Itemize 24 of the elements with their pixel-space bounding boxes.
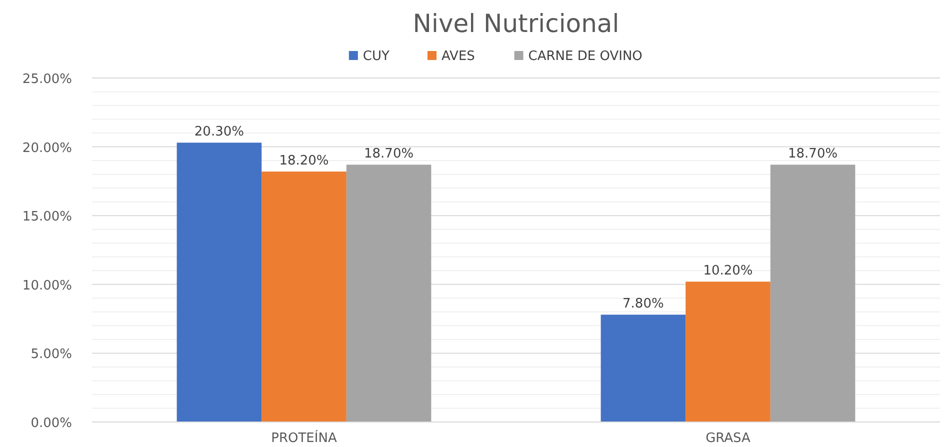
y-tick-label: 0.00% (30, 416, 72, 431)
bar (262, 172, 346, 422)
data-label: 7.80% (622, 296, 664, 312)
bar (176, 142, 262, 422)
y-tick-label: 20.00% (22, 140, 72, 156)
x-tick-label: PROTEÍNA (271, 429, 337, 446)
x-tick-label: GRASA (706, 431, 751, 446)
data-label: 20.30% (194, 124, 244, 140)
bar (600, 314, 686, 422)
legend-label: AVES (442, 49, 475, 64)
y-tick-label: 15.00% (22, 210, 72, 225)
y-tick-label: 10.00% (22, 278, 72, 294)
bar (686, 282, 770, 422)
chart-title: Nivel Nutricional (412, 9, 620, 38)
bar (770, 164, 856, 422)
legend-label: CUY (362, 49, 390, 64)
data-label: 18.70% (364, 146, 414, 162)
data-label: 18.70% (788, 146, 838, 162)
data-label: 10.20% (703, 264, 753, 279)
y-tick-label: 5.00% (30, 347, 72, 362)
data-label: 18.20% (279, 154, 329, 169)
bar (346, 164, 432, 422)
legend-label: CARNE DE OVINO (528, 49, 642, 64)
y-tick-label: 25.00% (22, 72, 72, 87)
